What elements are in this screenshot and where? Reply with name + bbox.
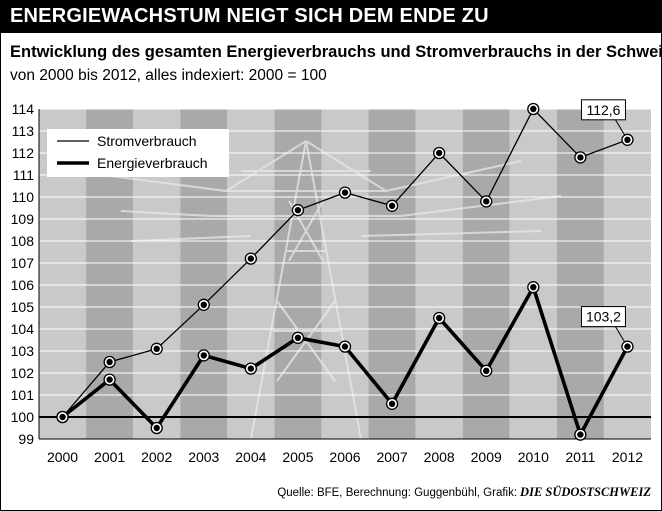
column-band [462,109,510,439]
source-text: Quelle: BFE, Berechnung: Guggenbühl, Gra… [277,487,518,499]
x-tick-label: 2012 [612,449,643,465]
data-point [247,255,255,262]
data-point [388,400,396,407]
pylon-stroke [120,210,212,217]
callout-box [580,306,626,328]
y-tick-label: 101 [11,387,35,403]
x-tick-label: 2003 [188,449,219,465]
data-point [106,358,113,366]
x-tick-label: 2001 [94,449,125,465]
y-tick-label: 111 [13,167,34,183]
x-tick-label: 2005 [282,449,313,465]
column-band [321,109,369,439]
y-tick-label: 109 [11,211,35,227]
column-band [603,109,651,439]
pylon-stroke [130,235,252,242]
x-tick-label: 2009 [471,449,502,465]
y-tick-label: 114 [12,101,35,117]
y-tick-label: 112 [12,145,35,161]
callout-leader [615,119,625,136]
y-tick-label: 113 [12,123,35,139]
data-point [341,189,349,196]
y-tick-label: 105 [11,299,35,315]
data-point [435,314,443,322]
y-tick-label: 107 [11,255,35,271]
data-point [624,343,631,350]
chart-subtitle-index-note: von 2000 bis 2012, alles indexiert: 2000… [10,67,327,84]
x-tick-label: 2006 [329,449,360,465]
y-tick-label: 103 [11,343,35,359]
column-band [509,109,557,439]
legend-label: Stromverbrauch [97,133,197,149]
source-note: Quelle: BFE, Berechnung: Guggenbühl, Gra… [277,485,651,500]
data-point [153,424,160,432]
pylon-stroke [385,160,522,192]
x-tick-label: 2007 [376,449,407,465]
chart-subtitle: Entwicklung des gesamten Energieverbrauc… [10,43,662,61]
pylon-stroke [400,195,562,217]
y-tick-label: 100 [11,409,35,425]
data-point [577,154,584,161]
y-tick-label: 104 [11,321,35,337]
data-point [483,198,490,205]
data-point [294,207,302,214]
data-point [530,105,537,113]
column-band [415,109,463,439]
y-tick-label: 110 [12,189,35,205]
callout-label: 112,6 [586,102,620,118]
callout-leader [615,326,625,342]
callout-label: 103,2 [586,309,621,325]
data-point [483,367,490,374]
x-tick-label: 2000 [47,449,78,465]
pylon-stroke [305,140,387,192]
callout-box [580,99,626,121]
data-point [153,345,160,352]
data-point [200,352,207,359]
data-point [624,136,631,143]
data-point [294,334,302,341]
pylon-stroke [360,230,542,237]
title-bar: ENERGIEWACHSTUM NEIGT SICH DEM ENDE ZU [1,1,661,33]
data-point [530,284,537,291]
y-tick-label: 99 [18,431,34,447]
y-tick-label: 102 [11,365,35,381]
data-point [247,365,255,372]
data-point [577,431,584,438]
data-point [106,376,113,383]
pylon-stroke [225,140,307,192]
column-band [368,109,416,439]
chart-title: ENERGIEWACHSTUM NEIGT SICH DEM ENDE ZU [10,5,489,27]
data-point [200,301,207,308]
pylon-stroke [110,175,227,192]
data-point [435,149,443,157]
y-tick-label: 106 [11,277,35,293]
legend-label: Energieverbrauch [97,155,208,171]
x-tick-label: 2008 [424,449,455,465]
x-tick-label: 2004 [235,449,266,465]
publisher-logo: DIE SÜDOSTSCHWEIZ [520,485,651,499]
pylon-stroke [288,200,324,262]
y-tick-label: 108 [11,233,35,249]
pylon-background-image [110,140,562,440]
legend-box [47,129,229,177]
data-point [388,202,396,209]
x-tick-label: 2011 [565,449,595,465]
x-tick-label: 2010 [518,449,549,465]
data-point [341,343,349,350]
x-tick-label: 2002 [141,449,172,465]
data-point [59,413,66,421]
